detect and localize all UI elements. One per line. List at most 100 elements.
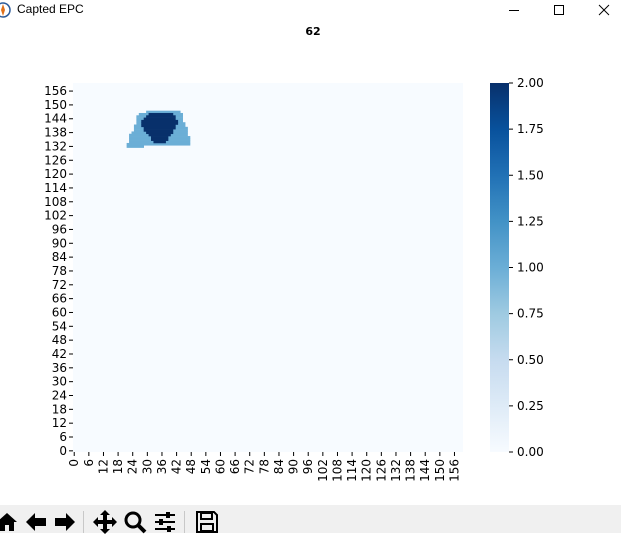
y-tick-label: 72 [52,278,67,292]
maximize-icon [554,5,564,15]
heatmap-cell-run-value-2 [148,133,171,137]
y-tick-label: 114 [44,181,67,195]
heatmap-area [73,83,463,452]
zoom-button[interactable] [122,509,148,535]
home-icon [0,513,17,531]
y-tick-label: 24 [52,388,67,402]
x-tick-label: 138 [404,459,418,482]
x-tick-label: 150 [433,459,447,482]
y-tick-label: 90 [52,236,67,250]
heatmap-cell-run-value-2 [143,126,176,130]
home-button[interactable] [0,509,20,535]
forward-button[interactable] [52,509,78,535]
y-tick-label: 0 [59,444,67,458]
configure-button[interactable] [152,509,178,535]
heatmap-cell-run-value-2 [153,140,166,144]
x-tick-label: 48 [184,459,198,474]
back-button[interactable] [23,509,49,535]
x-tick-label: 0 [67,459,81,467]
floppy-icon [196,511,218,533]
y-tick-label: 54 [52,319,67,333]
x-tick-label: 126 [374,459,388,482]
window-title: Capted EPC [17,2,84,16]
heatmap-cell-run-value-1 [146,110,181,114]
y-tick-label: 12 [52,416,67,430]
x-tick-label: 84 [272,459,286,474]
y-tick-label: 84 [52,250,67,264]
y-tick-label: 48 [52,333,67,347]
y-tick-label: 60 [52,305,67,319]
y-tick-label: 30 [52,375,67,389]
heatmap-figure: 62 0612182430364248546066727884909610210… [44,25,544,482]
save-button[interactable] [194,509,220,535]
colorbar: 0.00 0.25 0.50 0.75 1.00 1.25 1.50 1.75 2.00 [490,76,544,459]
x-tick-label: 144 [418,459,432,482]
x-tick-label: 24 [126,459,140,474]
colorbar-tick-label: 1.75 [517,122,544,136]
heatmap-cell-run-value-2 [151,138,169,141]
x-axis: 0 6 12 18 24 30 36 42 48 54 60 66 72 78 84 90 96 102 108 11… [67,452,461,482]
y-tick-label: 150 [44,98,67,112]
close-button[interactable] [581,0,621,20]
y-axis: 0612182430364248546066727884909610210811… [44,84,73,458]
y-tick-label: 120 [44,167,67,181]
y-tick-label: 144 [44,112,67,126]
close-icon [598,4,610,16]
arrow-left-icon [26,513,46,531]
x-tick-label: 12 [96,459,110,474]
x-tick-label: 114 [345,459,359,482]
move-icon [93,510,117,534]
pan-button[interactable] [92,509,118,535]
heatmap-cell-run-value-2 [148,112,174,116]
colorbar-tick-label: 0.25 [517,399,544,413]
colorbar-tick-label: 1.00 [517,261,544,275]
y-tick-label: 108 [44,195,67,209]
y-tick-label: 96 [52,222,67,236]
y-tick-label: 156 [44,84,67,98]
heatmap-cell-run-value-1 [126,145,144,148]
heatmap-cell-run-value-2 [151,136,169,139]
chart-title: 62 [305,25,320,38]
colorbar-tick-label: 2.00 [517,76,544,90]
minimize-button[interactable] [491,0,537,20]
x-tick-label: 132 [389,459,403,482]
y-tick-label: 138 [44,126,67,140]
y-tick-label: 102 [44,209,67,223]
y-tick-label: 78 [52,264,67,278]
y-tick-label: 6 [59,430,67,444]
title-bar: Capted EPC [0,0,621,20]
maximize-button[interactable] [536,0,582,20]
x-tick-label: 18 [111,459,125,474]
navigation-toolbar [0,505,621,535]
heatmap-cell-run-value-2 [143,117,176,121]
x-tick-label: 90 [287,459,301,474]
y-tick-label: 36 [52,361,67,375]
x-tick-label: 72 [243,459,257,474]
x-tick-label: 108 [330,459,344,482]
toolbar-separator [83,511,84,533]
x-tick-label: 60 [213,459,227,474]
x-tick-label: 30 [140,459,154,474]
y-tick-label: 42 [52,347,67,361]
app-icon [0,2,11,18]
y-tick-label: 126 [44,153,67,167]
magnifier-icon [124,511,147,534]
y-tick-label: 132 [44,139,67,153]
toolbar-separator [184,511,185,533]
x-tick-label: 36 [155,459,169,474]
x-tick-label: 78 [257,459,271,474]
heatmap-cell-run-value-2 [141,124,176,128]
heatmap-cell-run-value-1 [126,142,191,146]
minimize-icon [509,10,519,11]
heatmap-cell-run-value-2 [141,122,179,125]
colorbar-tick-label: 0.50 [517,353,544,367]
x-tick-label: 66 [228,459,242,474]
x-tick-label: 42 [170,459,184,474]
x-tick-label: 102 [316,459,330,482]
colorbar-tick-label: 0.75 [517,307,544,321]
heatmap-cell-run-value-2 [141,119,179,123]
y-tick-label: 18 [52,402,67,416]
colorbar-tick-label: 0.00 [517,445,544,459]
heatmap-cell-run-value-2 [146,131,174,135]
colorbar-tick-label: 1.50 [517,168,544,182]
